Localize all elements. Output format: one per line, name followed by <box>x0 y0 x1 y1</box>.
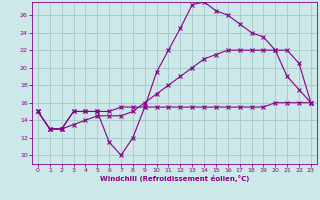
X-axis label: Windchill (Refroidissement éolien,°C): Windchill (Refroidissement éolien,°C) <box>100 175 249 182</box>
